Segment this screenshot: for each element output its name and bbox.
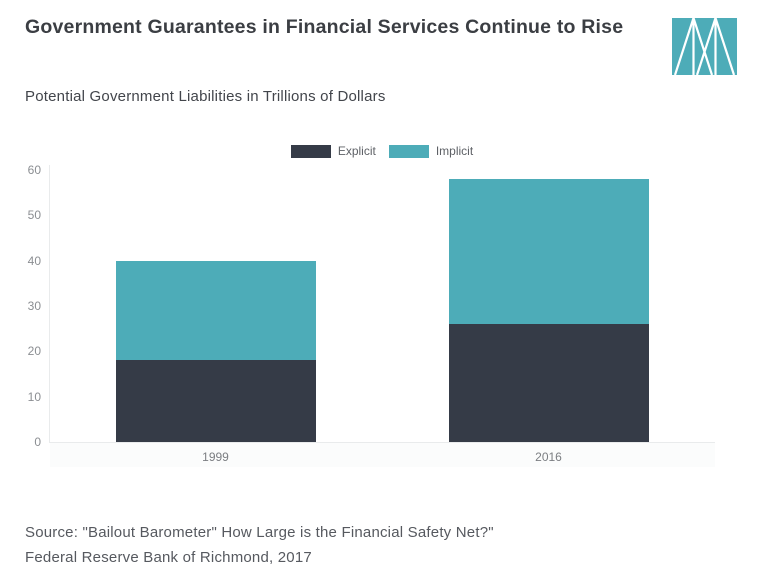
y-tick-label: 10 xyxy=(27,389,41,404)
source-note: Source: "Bailout Barometer" How Large is… xyxy=(25,520,494,570)
x-axis-line xyxy=(49,442,715,443)
legend-label: Implicit xyxy=(435,144,474,158)
stacked-bar-1999 xyxy=(115,260,316,442)
y-tick-label: 0 xyxy=(34,435,41,449)
bar-segment-explicit-1999 xyxy=(115,360,316,442)
y-tick-label: 20 xyxy=(27,344,41,359)
bar-segment-explicit-2016 xyxy=(448,324,649,442)
y-tick-label: 40 xyxy=(27,253,41,268)
x-category-label-2016: 2016 xyxy=(535,450,562,464)
legend-label: Explicit xyxy=(337,144,376,158)
source-line-2: Federal Reserve Bank of Richmond, 2017 xyxy=(25,549,312,566)
y-tick-label: 50 xyxy=(27,208,41,223)
x-category-label-1999: 1999 xyxy=(202,450,229,464)
source-line-1: Source: "Bailout Barometer" How Large is… xyxy=(25,524,494,541)
chart-title: Government Guarantees in Financial Servi… xyxy=(25,16,624,38)
legend-item-explicit: Explicit xyxy=(290,144,376,158)
legend-item-implicit: Implicit xyxy=(388,144,474,158)
chart-legend: Explicit Implicit xyxy=(49,144,715,158)
y-tick-label: 60 xyxy=(27,163,41,177)
chart-subtitle: Potential Government Liabilities in Tril… xyxy=(25,88,386,105)
legend-swatch-implicit xyxy=(388,144,429,158)
stacked-bar-2016 xyxy=(448,179,649,442)
bar-segment-implicit-2016 xyxy=(448,179,649,325)
bar-segment-implicit-1999 xyxy=(115,260,316,361)
y-axis-line xyxy=(49,165,50,443)
marketplace-logo-icon xyxy=(672,17,737,76)
x-axis-band xyxy=(50,443,715,467)
y-tick-label: 30 xyxy=(27,299,41,313)
legend-swatch-explicit xyxy=(290,144,331,158)
